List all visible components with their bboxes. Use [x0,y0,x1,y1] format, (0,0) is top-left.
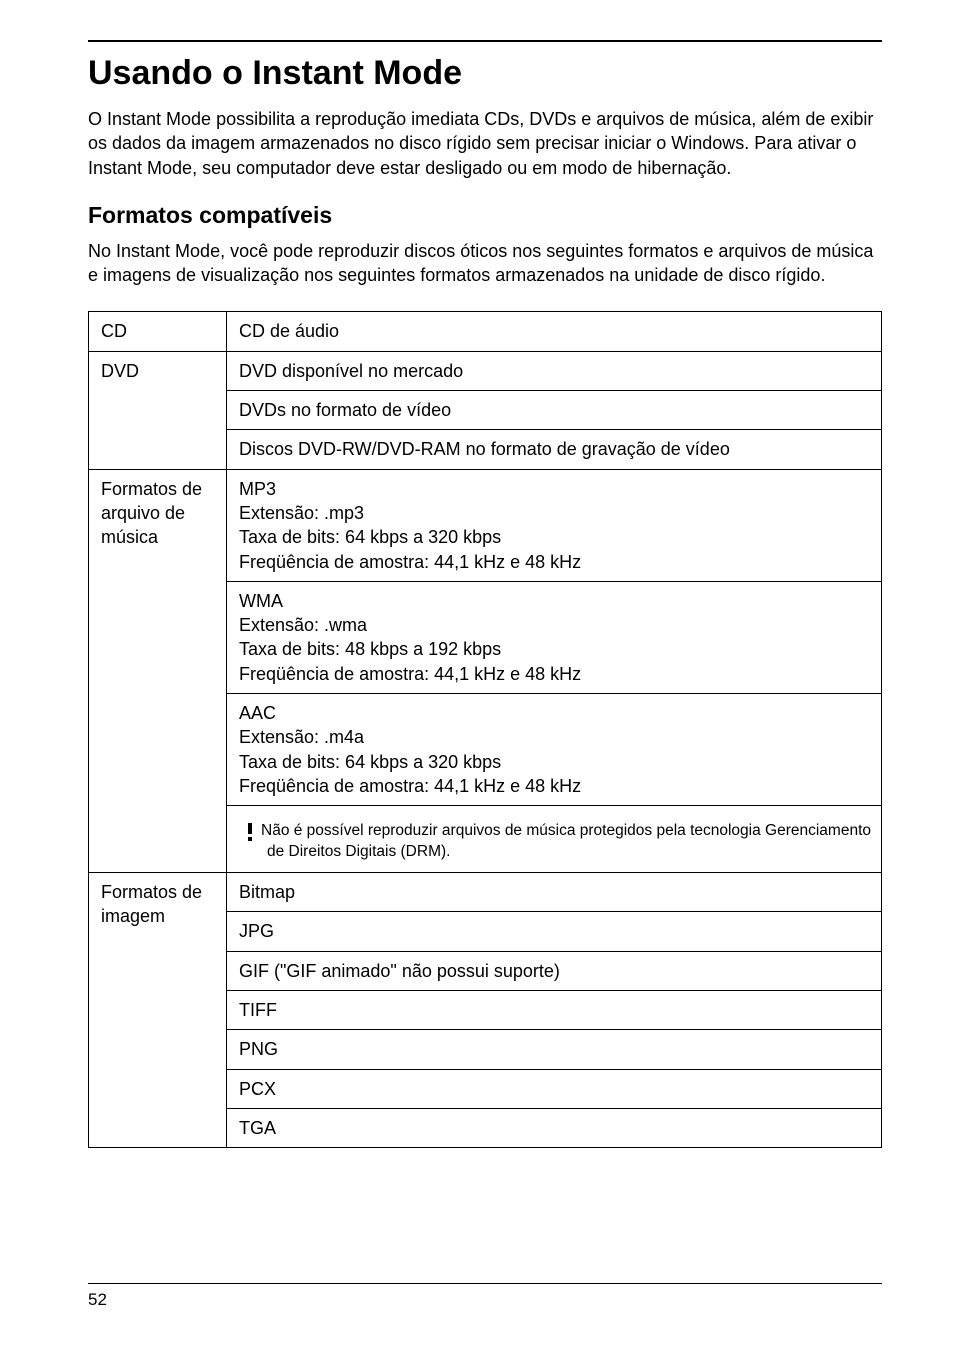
mp3-l4: Freqüência de amostra: 44,1 kHz e 48 kHz [239,552,581,572]
wma-l4: Freqüência de amostra: 44,1 kHz e 48 kHz [239,664,581,684]
music-wma: WMA Extensão: .wma Taxa de bits: 48 kbps… [227,581,882,693]
aac-l2: Extensão: .m4a [239,727,364,747]
table-row: Formatos de imagem Bitmap [89,873,882,912]
music-aac: AAC Extensão: .m4a Taxa de bits: 64 kbps… [227,694,882,806]
image-row-3: TIFF [227,990,882,1029]
warning-icon [239,823,261,847]
wma-l1: WMA [239,591,283,611]
image-row-0: Bitmap [227,873,882,912]
table-row: CD CD de áudio [89,312,882,351]
dvd-row-2: Discos DVD-RW/DVD-RAM no formato de grav… [227,430,882,469]
page-footer: 52 [88,1283,882,1310]
table-row: Formatos de arquivo de música MP3 Extens… [89,469,882,581]
music-label: Formatos de arquivo de música [89,469,227,872]
page-title: Usando o Instant Mode [88,54,882,93]
music-mp3: MP3 Extensão: .mp3 Taxa de bits: 64 kbps… [227,469,882,581]
wma-l3: Taxa de bits: 48 kbps a 192 kbps [239,639,501,659]
section-title: Formatos compatíveis [88,202,882,229]
image-label: Formatos de imagem [89,873,227,1148]
section-intro: No Instant Mode, você pode reproduzir di… [88,239,882,288]
page-number: 52 [88,1290,882,1310]
music-note-cell: Não é possível reproduzir arquivos de mú… [227,806,882,873]
cd-value: CD de áudio [227,312,882,351]
image-row-6: TGA [227,1108,882,1147]
mp3-l3: Taxa de bits: 64 kbps a 320 kbps [239,527,501,547]
image-row-4: PNG [227,1030,882,1069]
formats-table: CD CD de áudio DVD DVD disponível no mer… [88,311,882,1148]
image-row-5: PCX [227,1069,882,1108]
image-row-1: JPG [227,912,882,951]
cd-label: CD [89,312,227,351]
dvd-label: DVD [89,351,227,469]
image-row-2: GIF ("GIF animado" não possui suporte) [227,951,882,990]
aac-l3: Taxa de bits: 64 kbps a 320 kbps [239,752,501,772]
aac-l4: Freqüência de amostra: 44,1 kHz e 48 kHz [239,776,581,796]
music-note: Não é possível reproduzir arquivos de mú… [261,821,871,863]
aac-l1: AAC [239,703,276,723]
wma-l2: Extensão: .wma [239,615,367,635]
intro-paragraph: O Instant Mode possibilita a reprodução … [88,107,882,180]
mp3-l1: MP3 [239,479,276,499]
top-rule [88,40,882,42]
bottom-rule [88,1283,882,1284]
table-row: DVD DVD disponível no mercado [89,351,882,390]
dvd-row-0: DVD disponível no mercado [227,351,882,390]
mp3-l2: Extensão: .mp3 [239,503,364,523]
dvd-row-1: DVDs no formato de vídeo [227,391,882,430]
